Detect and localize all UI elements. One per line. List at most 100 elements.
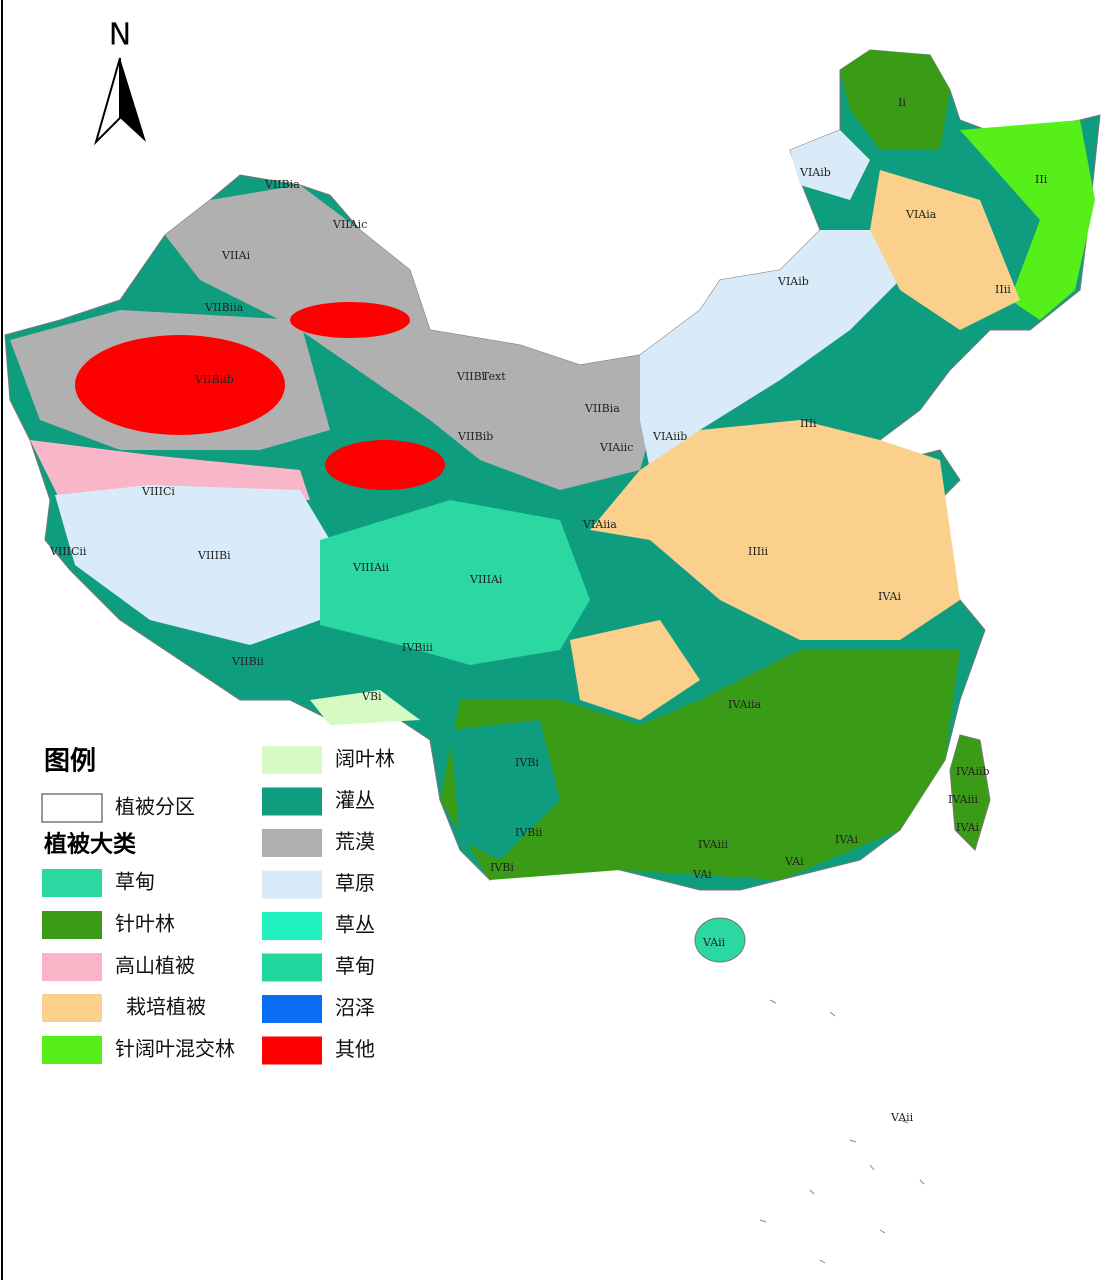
broadleaf-patch bbox=[310, 690, 420, 725]
region-label: VIAiib bbox=[652, 430, 687, 443]
mongolia-steppe bbox=[640, 230, 900, 470]
legend-swatch bbox=[42, 1036, 102, 1064]
region-label: VIIBiia bbox=[204, 301, 244, 314]
land bbox=[4, 49, 1101, 1264]
legend-swatch bbox=[42, 953, 102, 981]
legend-group-title: 植被大类 bbox=[44, 831, 136, 858]
ne-plain bbox=[870, 170, 1020, 330]
legend-title: 图例 bbox=[44, 747, 96, 777]
island-dots bbox=[759, 999, 925, 1264]
region-label: VIIIAi bbox=[469, 573, 503, 586]
legend-swatch bbox=[262, 870, 322, 899]
region-label: Ii bbox=[898, 96, 906, 109]
region-label: VIIBia bbox=[264, 178, 300, 191]
region-label: VIAiia bbox=[582, 518, 617, 531]
region-label: IVAi bbox=[956, 821, 979, 834]
region-label: VIIBiib bbox=[194, 373, 234, 386]
region-label: VIIBib bbox=[457, 430, 493, 443]
legend-label: 草甸 bbox=[115, 870, 155, 894]
ne-conifer bbox=[840, 50, 950, 150]
region-label: IIii bbox=[995, 283, 1011, 296]
region-label: IVAiia bbox=[728, 698, 762, 711]
taiwan bbox=[949, 734, 991, 851]
region-label: IIi bbox=[1035, 173, 1048, 186]
region-label: IVBi bbox=[490, 861, 514, 874]
region-label: VIAiic bbox=[599, 441, 633, 454]
region-label: VIAia bbox=[905, 208, 937, 221]
legend-swatch bbox=[262, 995, 322, 1023]
region-label: VIIAic bbox=[332, 218, 367, 231]
legend-swatch bbox=[262, 953, 322, 982]
region-label: IVBiii bbox=[402, 641, 433, 654]
legend-label: 针阔叶混交林 bbox=[115, 1037, 235, 1061]
region-label: VIIBii bbox=[231, 655, 264, 668]
region-label: VIIIBi bbox=[197, 549, 231, 562]
south-forest bbox=[440, 650, 960, 880]
north-arrow: N bbox=[93, 18, 146, 146]
region-label: IIIi bbox=[800, 417, 817, 430]
region-label: VAi bbox=[692, 868, 712, 881]
junggar bbox=[290, 302, 410, 338]
region-label: VAii bbox=[890, 1111, 914, 1124]
legend-label: 草原 bbox=[335, 871, 375, 895]
yunnan-shrub bbox=[450, 720, 560, 860]
legend-swatch bbox=[262, 912, 322, 940]
legend-label: 高山植被 bbox=[115, 954, 195, 978]
region-label: VIIICi bbox=[141, 485, 175, 498]
region-label: IVAi bbox=[878, 590, 901, 603]
legend-label: 草丛 bbox=[335, 913, 375, 937]
legend-swatch bbox=[262, 787, 322, 816]
legend-swatch bbox=[42, 994, 102, 1022]
legend-label: 栽培植被 bbox=[126, 995, 206, 1019]
meadow-band bbox=[320, 500, 590, 665]
legend-swatch bbox=[262, 1036, 322, 1065]
legend-label: 草甸 bbox=[335, 954, 375, 978]
region-label: VIIBia bbox=[584, 402, 620, 415]
region-label: VIAib bbox=[777, 275, 809, 288]
ne-mixed bbox=[960, 120, 1095, 320]
sichuan-basin bbox=[570, 620, 700, 720]
region-label: IVAi bbox=[835, 833, 858, 846]
boundary-swatch bbox=[41, 793, 103, 823]
region-label: VIIIAii bbox=[352, 561, 389, 574]
region-label: VIAib bbox=[799, 166, 831, 179]
region-label: VIIBi bbox=[456, 370, 486, 383]
legend-label: 阔叶林 bbox=[335, 747, 395, 771]
region-label: Text bbox=[482, 370, 506, 383]
region-label: VIIICii bbox=[49, 545, 87, 558]
legend: 图例 植被分区 植被大类 草甸针叶林高山植被栽培植被针阔叶混交林阔叶林灌丛荒漠草… bbox=[41, 746, 395, 1065]
region-label: IVBi bbox=[515, 756, 539, 769]
alpine-belt bbox=[30, 440, 310, 500]
desert-zone bbox=[165, 185, 660, 490]
south-sea-islands bbox=[759, 999, 925, 1264]
region-label: VAi bbox=[784, 855, 804, 868]
legend-swatch bbox=[42, 869, 102, 897]
legend-swatch bbox=[42, 911, 102, 939]
legend-swatch bbox=[262, 829, 322, 857]
legend-label: 沼泽 bbox=[335, 996, 375, 1020]
region-label: VIIAi bbox=[221, 249, 251, 262]
legend-label: 针叶林 bbox=[115, 912, 175, 936]
region-label: IVAiib bbox=[956, 765, 990, 778]
region-label: IIIii bbox=[748, 545, 769, 558]
ne-steppe bbox=[790, 130, 870, 200]
legend-label: 植被分区 bbox=[115, 795, 195, 819]
region-label: VAii bbox=[702, 936, 726, 949]
arrow-right bbox=[120, 58, 146, 142]
region-label: VBi bbox=[361, 690, 382, 703]
qaidam bbox=[325, 440, 445, 490]
tibet-steppe bbox=[55, 485, 330, 645]
region-label: IVBii bbox=[515, 826, 543, 839]
north-letter: N bbox=[109, 18, 131, 53]
hainan bbox=[694, 917, 746, 963]
taklamakan bbox=[75, 335, 285, 435]
legend-label: 其他 bbox=[335, 1037, 375, 1061]
legend-label: 荒漠 bbox=[335, 830, 375, 854]
legend-label: 灌丛 bbox=[335, 788, 375, 812]
north-plain bbox=[590, 420, 960, 640]
region-labels: VIIBia VIIAic VIIAi VIIBiia VIIBiib VIIBiText… bbox=[49, 96, 1048, 1124]
legend-swatch bbox=[262, 746, 322, 774]
region-label: IVAiii bbox=[948, 793, 979, 806]
region-label: IVAiii bbox=[698, 838, 729, 851]
